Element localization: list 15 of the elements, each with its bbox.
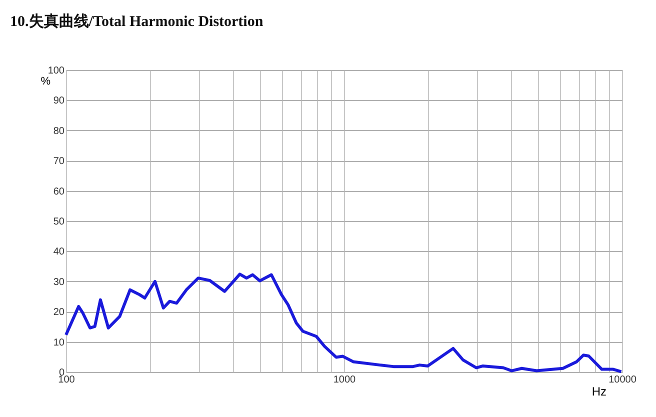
y-tick-label: 70 [53,156,65,168]
x-tick-label: 1000 [333,374,356,386]
x-axis-title: Hz [592,384,606,398]
y-tick-label: 100 [48,66,65,76]
y-tick-label: 10 [53,337,65,348]
y-tick-label: 80 [53,126,65,137]
y-axis-title: % [40,76,51,88]
chart-title: 10.失真曲线/Total Harmonic Distortion [10,13,264,30]
y-tick-label: 60 [53,186,65,198]
y-tick-label: 30 [53,276,65,288]
x-tick-label: 10000 [608,374,637,386]
y-tick-label: 20 [53,307,65,318]
y-tick-label: 90 [53,96,65,107]
y-tick-label: 50 [53,216,65,228]
y-tick-label: 40 [53,246,65,258]
